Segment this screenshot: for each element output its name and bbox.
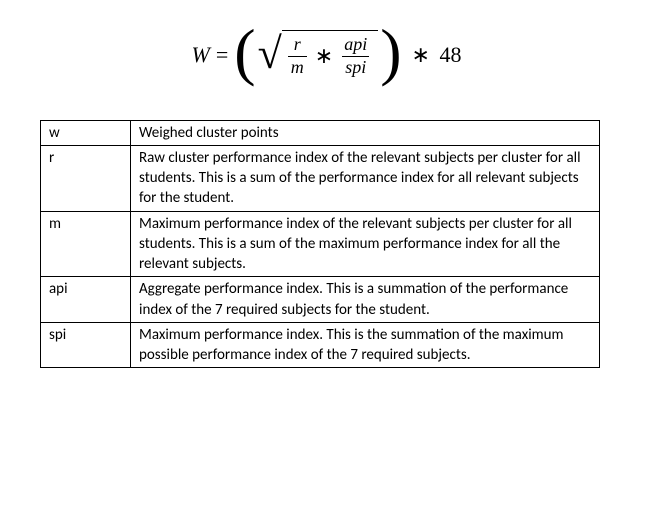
frac2-numerator: api [341,35,370,56]
symbol-cell: m [41,211,131,277]
multiply-sign-tail: ∗ [412,42,430,67]
symbol-cell: r [41,145,131,211]
symbol-cell: api [41,277,131,323]
table-row: m Maximum performance index of the relev… [41,211,600,277]
frac2-denominator: spi [342,56,369,78]
definition-cell: Aggregate performance index. This is a s… [131,277,600,323]
definition-cell: Maximum performance index of the relevan… [131,211,600,277]
table-row: spi Maximum performance index. This is t… [41,322,600,368]
definition-cell: Maximum performance index. This is the s… [131,322,600,368]
fraction-api-over-spi: api spi [341,35,370,78]
formula-constant: 48 [439,42,461,67]
symbol-cell: w [41,120,131,145]
formula-equals: = [216,42,228,68]
symbol-cell: spi [41,322,131,368]
radicand: r m ∗ api spi [282,30,378,80]
fraction-r-over-m: r m [288,35,307,78]
sqrt-expression: √ r m ∗ api spi [258,30,379,80]
table-row: r Raw cluster performance index of the r… [41,145,600,211]
multiply-sign: ∗ [315,43,333,69]
formula-block: W = ( √ r m ∗ api spi ) ∗ 48 [20,20,633,90]
table-body: w Weighed cluster points r Raw cluster p… [41,120,600,368]
frac1-numerator: r [291,35,304,56]
definition-cell: Weighed cluster points [131,120,600,145]
formula: W = ( √ r m ∗ api spi ) ∗ 48 [192,30,462,80]
table-row: api Aggregate performance index. This is… [41,277,600,323]
table-row: w Weighed cluster points [41,120,600,145]
formula-lhs: W [192,42,210,68]
definition-cell: Raw cluster performance index of the rel… [131,145,600,211]
formula-tail: ∗ 48 [408,42,462,68]
definitions-table: w Weighed cluster points r Raw cluster p… [40,120,600,369]
frac1-denominator: m [288,56,307,78]
